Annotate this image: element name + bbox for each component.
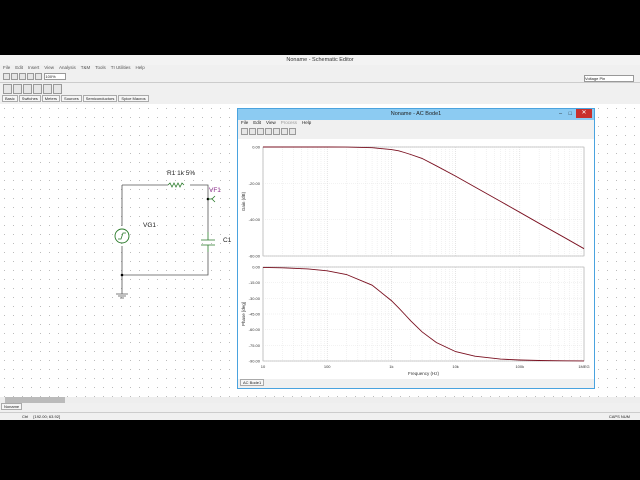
x-axis-label: Frequency (Hz) bbox=[408, 371, 440, 376]
label-c1: C1 bbox=[223, 237, 232, 244]
tab-switches[interactable]: Switches bbox=[18, 95, 41, 102]
sheet-tab: Noname bbox=[1, 403, 23, 410]
x-tick-label: 1k bbox=[389, 364, 393, 369]
text-icon[interactable] bbox=[281, 128, 288, 135]
battery-button[interactable] bbox=[13, 84, 22, 94]
voltage-pin-vf1 bbox=[208, 195, 216, 203]
y-tick-label: -40.00 bbox=[249, 217, 261, 222]
save-button[interactable] bbox=[11, 73, 18, 80]
bode-menu: File Edit View Process Help bbox=[238, 120, 594, 127]
zoom-icon[interactable] bbox=[273, 128, 280, 135]
bode-title: Noname - AC Bode1 bbox=[390, 111, 442, 117]
y-tick-label: -20.00 bbox=[249, 181, 261, 186]
bode-menu-view[interactable]: View bbox=[266, 120, 276, 125]
x-tick-label: 10k bbox=[452, 364, 458, 369]
minimize-button[interactable]: – bbox=[558, 111, 562, 117]
close-button[interactable]: ✕ bbox=[576, 109, 592, 118]
y-tick-label: -15.00 bbox=[249, 280, 261, 285]
y-tick-label: -60.00 bbox=[249, 327, 261, 332]
y-axis-label: Phase [deg] bbox=[241, 302, 246, 326]
open-icon[interactable] bbox=[241, 128, 248, 135]
resistor-r1 bbox=[167, 182, 185, 188]
x-tick-label: 100 bbox=[324, 364, 331, 369]
status-bar: Ctrl [192.00; 63.92] CAPS NUM bbox=[0, 412, 640, 420]
tab-sources[interactable]: Sources bbox=[61, 95, 82, 102]
plot-frame bbox=[262, 146, 585, 257]
maximize-button[interactable]: □ bbox=[568, 111, 572, 117]
tab-meters[interactable]: Meters bbox=[41, 95, 61, 102]
window-title: Noname - Schematic Editor bbox=[0, 55, 640, 65]
menu-file[interactable]: File bbox=[3, 65, 11, 70]
resistor-button[interactable] bbox=[23, 84, 32, 94]
status-ctrl: Ctrl bbox=[22, 414, 29, 419]
ground-button[interactable] bbox=[3, 84, 12, 94]
save-icon[interactable] bbox=[249, 128, 256, 135]
menu-bar: File Edit Insert View Analysis T&M Tools TI Uti… bbox=[0, 65, 640, 72]
zoom-select[interactable]: 100% bbox=[44, 73, 67, 80]
y-axis-label: Gain (dB) bbox=[241, 191, 246, 211]
menu-view[interactable]: View bbox=[44, 65, 54, 70]
bode-menu-edit[interactable]: Edit bbox=[253, 120, 262, 125]
tab-spice-macros[interactable]: Spice Macros bbox=[118, 95, 149, 102]
voltage-generator-vg1 bbox=[114, 228, 130, 244]
tab-semiconductors[interactable]: Semiconductors bbox=[82, 95, 118, 102]
select-icon[interactable] bbox=[265, 128, 272, 135]
y-tick-label: -60.00 bbox=[249, 254, 261, 259]
menu-help[interactable]: Help bbox=[135, 65, 145, 70]
component-tabs: Basic Switches Meters Sources Semiconductors… bbox=[0, 95, 640, 104]
circuit bbox=[114, 182, 216, 299]
capacitor-c1 bbox=[201, 232, 215, 252]
y-tick-label: 0.00 bbox=[252, 145, 261, 150]
phase-curve bbox=[262, 266, 585, 362]
capacitor-button[interactable] bbox=[33, 84, 42, 94]
menu-analysis[interactable]: Analysis bbox=[58, 65, 76, 70]
y-tick-label: -30.00 bbox=[249, 296, 261, 301]
y-tick-label: -75.00 bbox=[249, 343, 261, 348]
component-select[interactable]: Voltage Pin bbox=[584, 75, 634, 82]
bode-menu-file[interactable]: File bbox=[241, 120, 249, 125]
text-button[interactable] bbox=[35, 73, 42, 80]
gain-curve bbox=[263, 146, 585, 250]
inductor-button[interactable] bbox=[43, 84, 52, 94]
x-tick-label: 10 bbox=[261, 364, 266, 369]
label-vf1: VF1 bbox=[209, 187, 221, 194]
copy-icon[interactable] bbox=[257, 128, 264, 135]
sheet-tab-noname[interactable]: Noname bbox=[1, 403, 23, 410]
y-tick-label: -45.00 bbox=[249, 312, 261, 317]
toolbar: 100% Voltage Pin bbox=[0, 72, 640, 82]
menu-tandm[interactable]: T&M bbox=[80, 65, 91, 70]
bode-titlebar: Noname - AC Bode1 ✕ □ – bbox=[238, 109, 594, 120]
source-button[interactable] bbox=[53, 84, 62, 94]
horizontal-scrollbar[interactable] bbox=[0, 397, 640, 403]
bode-toolbar bbox=[238, 127, 594, 137]
component-toolbar bbox=[0, 82, 640, 96]
bode-menu-help[interactable]: Help bbox=[301, 120, 312, 125]
select-button[interactable] bbox=[27, 73, 34, 80]
status-coords: [192.00; 63.92] bbox=[33, 414, 61, 419]
tab-ac-bode1[interactable]: AC Bode1 bbox=[240, 379, 265, 386]
status-keys: CAPS NUM bbox=[608, 414, 630, 419]
ac-bode-window: Noname - AC Bode1 ✕ □ – File Edit View Process… bbox=[237, 108, 595, 389]
menu-tools[interactable]: Tools bbox=[95, 65, 106, 70]
menu-ti-utilities[interactable]: TI Utilities bbox=[110, 65, 131, 70]
x-tick-label: 100k bbox=[515, 364, 524, 369]
print-button[interactable] bbox=[19, 73, 26, 80]
menu-edit[interactable]: Edit bbox=[15, 65, 24, 70]
cursor-icon[interactable] bbox=[289, 128, 296, 135]
scrollbar-thumb[interactable] bbox=[5, 397, 65, 403]
bode-menu-process[interactable]: Process bbox=[280, 120, 297, 125]
x-tick-label: 1MEG bbox=[578, 364, 589, 369]
menu-insert[interactable]: Insert bbox=[28, 65, 40, 70]
open-button[interactable] bbox=[3, 73, 10, 80]
label-vg1: VG1 bbox=[143, 222, 157, 229]
tab-basic[interactable]: Basic bbox=[2, 95, 18, 102]
y-tick-label: -90.00 bbox=[249, 359, 261, 364]
bode-plot[interactable]: 0.00 -20.00 -40.00 -60.00 Gain (dB) 0.00 -15.0… bbox=[238, 139, 594, 379]
y-tick-label: 0.00 bbox=[252, 265, 261, 270]
label-r1: R1 1k 5% bbox=[167, 170, 196, 177]
